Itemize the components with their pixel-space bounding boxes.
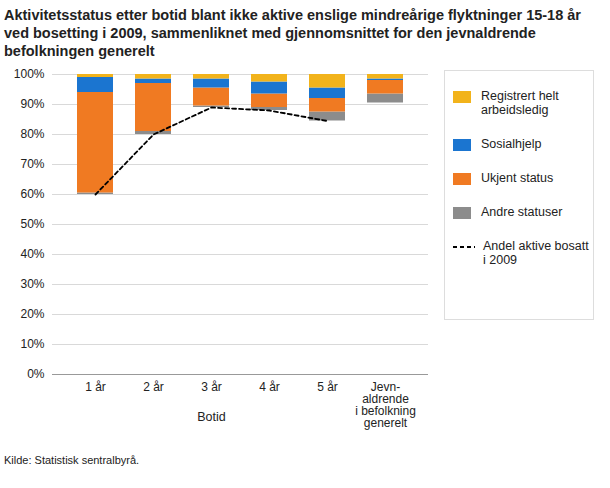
html-text:Andel aktive bosatt i 2009: Andel aktive bosatt i 2009 [483, 239, 589, 267]
html-text:Registrert helt arbeidsledig: Registrert helt arbeidsledig [481, 89, 559, 117]
svg-text:Botid: Botid [197, 410, 226, 424]
svg-text:90%: 90% [20, 97, 44, 111]
html-text:Kilde: Statistisk sentralbyrå.: Kilde: Statistisk sentralbyrå. [4, 454, 140, 466]
svg-text:10%: 10% [20, 337, 44, 351]
svg-text:50%: 50% [20, 217, 44, 231]
svg-text:80%: 80% [20, 127, 44, 141]
svg-text:2 år: 2 år [143, 380, 164, 394]
svg-text:Jevn-aldrendei befolkninggener: Jevn-aldrendei befolkninggenerelt [355, 380, 416, 430]
svg-text:3 år: 3 år [201, 380, 222, 394]
svg-text:4 år: 4 år [259, 380, 280, 394]
svg-text:20%: 20% [20, 307, 44, 321]
html-text:Andre statuser: Andre statuser [481, 205, 563, 219]
svg-text:40%: 40% [20, 247, 44, 261]
svg-text:5 år: 5 år [317, 380, 338, 394]
html-text:Sosialhjelp: Sosialhjelp [481, 137, 542, 151]
svg-text:0%: 0% [27, 367, 45, 381]
html-text:Ukjent status: Ukjent status [481, 171, 554, 185]
html-text:Aktivitetsstatus etter botid b: Aktivitetsstatus etter botid blant ikke … [4, 7, 581, 59]
svg-text:70%: 70% [20, 157, 44, 171]
svg-text:100%: 100% [14, 67, 45, 81]
svg-text:1 år: 1 år [85, 380, 106, 394]
svg-text:60%: 60% [20, 187, 44, 201]
svg-text:30%: 30% [20, 277, 44, 291]
